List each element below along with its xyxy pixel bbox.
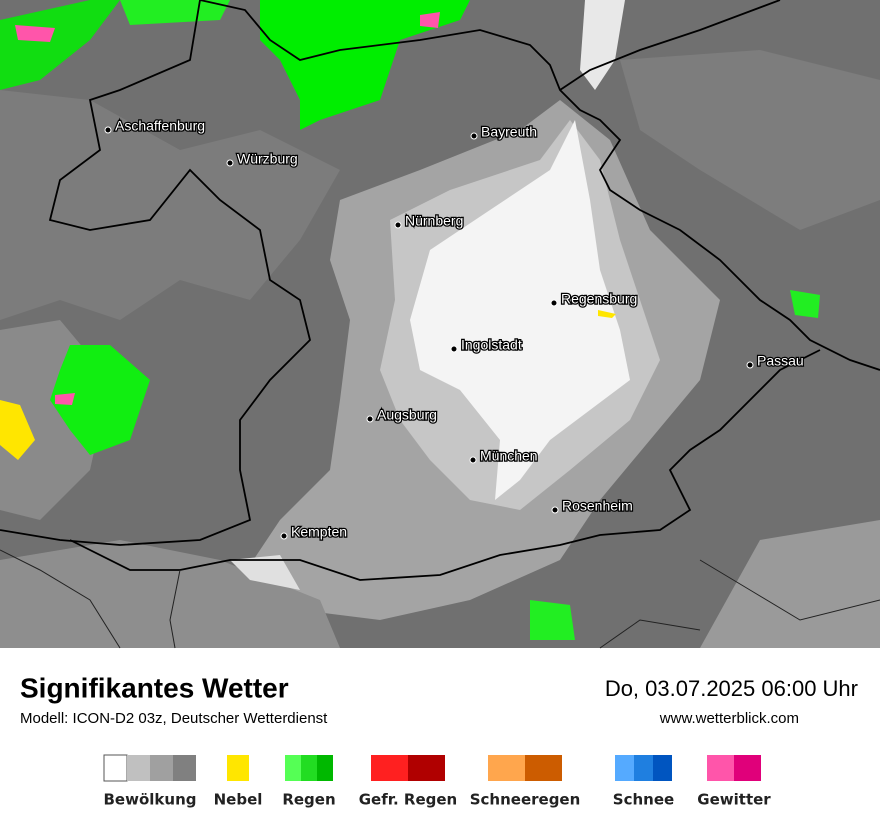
subtitle: Modell: ICON-D2 03z, Deutscher Wetterdie… — [20, 710, 328, 727]
city-dot — [226, 159, 234, 167]
legend-swatch — [285, 755, 301, 781]
fog-area — [598, 310, 616, 318]
legend-label: Bewölkung — [104, 791, 197, 809]
legend-swatch — [103, 754, 128, 782]
legend-swatch — [408, 755, 445, 781]
city-label: Rosenheim — [562, 498, 633, 514]
legend-label: Gewitter — [697, 791, 771, 809]
cloud-white — [230, 555, 300, 590]
legend-swatch — [150, 755, 173, 781]
rain-area — [530, 600, 575, 640]
rain-area — [260, 0, 470, 130]
city-dot — [551, 506, 559, 514]
rain-area — [50, 345, 150, 455]
legend-label: Schneeregen — [470, 791, 581, 809]
border — [199, 0, 880, 371]
cloud-medium — [620, 50, 880, 230]
date: Do, 03.07.2025 06:00 Uhr — [605, 676, 858, 701]
cloud-light — [700, 520, 880, 648]
city-label: Nürnberg — [405, 213, 463, 229]
legend-swatch — [634, 755, 653, 781]
cloud-medium — [0, 540, 340, 648]
city-dot — [280, 532, 288, 540]
border — [0, 549, 880, 649]
legend-label: Gefr. Regen — [359, 791, 458, 809]
fog-area — [0, 400, 35, 460]
city-label: Aschaffenburg — [115, 118, 205, 134]
cities: Aschaffenburg Würzburg Bayreuth Nürnberg… — [104, 116, 805, 541]
city-dot — [550, 299, 558, 307]
legend-swatch — [227, 755, 249, 781]
thunderstorm-area — [55, 393, 75, 405]
city-label: Passau — [757, 353, 804, 369]
cloud-white — [580, 0, 625, 90]
city-label: Augsburg — [377, 407, 437, 423]
title: Signifikantes Wetter — [20, 672, 289, 703]
city-label: Ingolstadt — [461, 337, 522, 353]
legend: Bewölkung Nebel Regen Gefr. Regen Schneerege… — [103, 754, 771, 809]
border — [559, 0, 781, 91]
city-dot — [104, 126, 112, 134]
border — [69, 349, 821, 581]
legend-swatch — [653, 755, 672, 781]
city-dot — [470, 132, 478, 140]
city-dot — [394, 221, 402, 229]
legend-label: Regen — [282, 791, 335, 809]
legend-swatch — [707, 755, 734, 781]
weather-map — [0, 0, 880, 649]
legend-swatch — [301, 755, 317, 781]
thunderstorm-area — [15, 25, 55, 42]
legend-swatch — [127, 755, 150, 781]
city-dot — [366, 415, 374, 423]
legend-label: Schnee — [613, 791, 674, 809]
legend-swatch — [525, 755, 562, 781]
legend-swatch — [173, 755, 196, 781]
legend-swatch — [317, 755, 333, 781]
city-dot — [450, 345, 458, 353]
city-label: Regensburg — [561, 291, 637, 307]
cloud-medium — [0, 90, 340, 320]
legend-label: Nebel — [214, 791, 263, 809]
rain-area — [790, 290, 820, 318]
rain-area — [0, 0, 120, 90]
legend-swatch — [615, 755, 634, 781]
legend-swatch — [371, 755, 408, 781]
city-label: München — [480, 448, 538, 464]
city-label: Bayreuth — [481, 124, 537, 140]
rain-area — [120, 0, 230, 25]
cloud-white — [410, 120, 630, 500]
city-label: Kempten — [291, 524, 347, 540]
border — [0, 0, 311, 546]
website: www.wetterblick.com — [659, 710, 799, 727]
legend-swatch — [734, 755, 761, 781]
city-label: Würzburg — [237, 151, 298, 167]
city-dot — [746, 361, 754, 369]
footer: Signifikantes Wetter Modell: ICON-D2 03z… — [20, 672, 858, 808]
thunderstorm-area — [420, 12, 440, 28]
city-dot — [469, 456, 477, 464]
legend-swatch — [488, 755, 525, 781]
